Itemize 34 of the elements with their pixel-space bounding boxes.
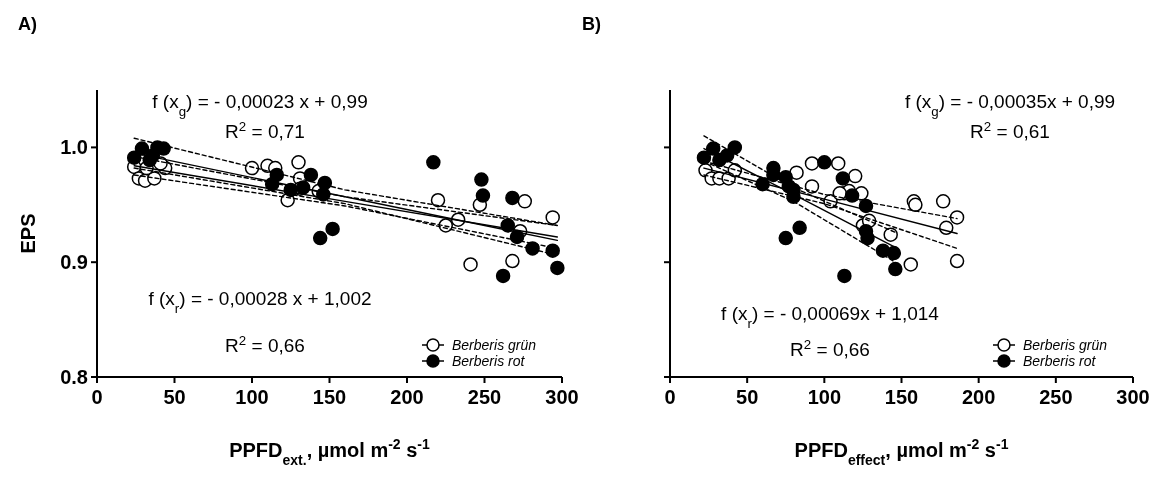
- y-axis-title: EPS: [17, 213, 39, 254]
- x-tick-label: 0: [91, 386, 103, 408]
- x-tick-label: 200: [390, 386, 424, 408]
- y-tick-label: 0.8: [60, 366, 88, 388]
- x-tick-label: 200: [961, 386, 996, 408]
- x-tick-label: 100: [235, 386, 269, 408]
- y-tick-label: 1.0: [60, 136, 88, 159]
- x-tick-label: 300: [545, 386, 579, 408]
- legend-label: Berberis grün: [452, 337, 537, 353]
- x-tick-label: 100: [807, 386, 842, 408]
- x-tick-label: 250: [1039, 386, 1073, 408]
- annotation: f (x$_{r}$) = - 0,00069x + 1,014: [721, 303, 940, 331]
- annotation: R$^{2}$ = 0,66: [790, 336, 870, 360]
- legend-label: Berberis rot: [1023, 353, 1097, 369]
- annotation: f (x$_{g}$) = - 0,00035x + 0,99: [904, 91, 1116, 119]
- annotation: R$^{2}$ = 0,71: [225, 118, 305, 142]
- chart-title: B): [582, 14, 601, 34]
- x-tick-label: 150: [312, 386, 347, 408]
- x-tick-label: 250: [467, 386, 502, 408]
- annotation: R$^{2}$ = 0,66: [225, 332, 305, 356]
- x-tick-label: 150: [884, 386, 919, 408]
- chart-title: A): [18, 14, 37, 34]
- legend-label: Berberis rot: [452, 353, 526, 369]
- x-tick-label: 50: [163, 386, 186, 408]
- annotation: R$^{2}$ = 0,61: [970, 118, 1050, 142]
- x-tick-label: 0: [664, 386, 676, 408]
- x-axis-title: PPFD$_{effect}$, µmol m$^{-2}$ s$^{-1}$: [794, 436, 1009, 468]
- y-tick-label: 0.9: [60, 251, 88, 274]
- annotation: f (x$_{r}$) = - 0,00028 x + 1,002: [148, 288, 372, 316]
- x-tick-label: 300: [1116, 386, 1150, 408]
- legend-label: Berberis grün: [1023, 337, 1108, 353]
- x-tick-label: 50: [736, 386, 759, 408]
- annotation: f (x$_{g}$) = - 0,00023 x + 0,99: [152, 91, 368, 119]
- x-axis-title: PPFD$_{ext.}$, µmol m$^{-2}$ s$^{-1}$: [229, 436, 431, 468]
